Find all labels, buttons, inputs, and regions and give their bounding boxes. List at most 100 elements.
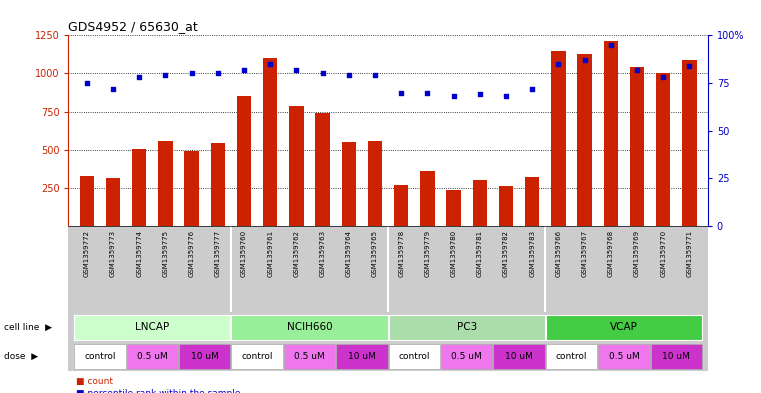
Bar xyxy=(498,186,513,226)
Point xyxy=(552,61,565,67)
Text: control: control xyxy=(241,352,273,361)
Text: GSM1359776: GSM1359776 xyxy=(189,230,195,277)
Text: GSM1359765: GSM1359765 xyxy=(372,230,378,277)
Text: GSM1359767: GSM1359767 xyxy=(581,230,587,277)
Bar xyxy=(289,105,304,226)
Bar xyxy=(80,176,94,226)
Text: GSM1359771: GSM1359771 xyxy=(686,230,693,277)
Text: GSM1359774: GSM1359774 xyxy=(136,230,142,277)
Bar xyxy=(231,315,387,340)
Bar xyxy=(75,315,231,340)
Point xyxy=(291,66,303,73)
Text: GSM1359772: GSM1359772 xyxy=(84,230,90,277)
Text: ■ count: ■ count xyxy=(76,377,113,386)
Bar xyxy=(525,177,540,226)
Text: GSM1359760: GSM1359760 xyxy=(241,230,247,277)
Bar xyxy=(315,113,330,226)
Point xyxy=(578,57,591,63)
Bar xyxy=(546,315,702,340)
Text: ■ percentile rank within the sample: ■ percentile rank within the sample xyxy=(76,389,240,393)
Bar xyxy=(237,95,251,226)
Point xyxy=(422,90,434,96)
Text: GSM1359769: GSM1359769 xyxy=(634,230,640,277)
Bar xyxy=(546,344,597,369)
Text: control: control xyxy=(556,352,587,361)
Text: 10 uM: 10 uM xyxy=(662,352,690,361)
Bar xyxy=(211,143,225,226)
Text: PC3: PC3 xyxy=(457,322,477,332)
Text: GSM1359778: GSM1359778 xyxy=(398,230,404,277)
Text: GSM1359766: GSM1359766 xyxy=(556,230,562,277)
Text: GSM1359773: GSM1359773 xyxy=(110,230,116,277)
Text: GSM1359777: GSM1359777 xyxy=(215,230,221,277)
Point xyxy=(473,91,486,97)
Text: GSM1359763: GSM1359763 xyxy=(320,230,326,277)
Point xyxy=(631,66,643,73)
Bar xyxy=(603,42,618,226)
Point xyxy=(81,80,93,86)
Point xyxy=(500,93,512,99)
Point xyxy=(238,66,250,73)
Bar xyxy=(651,344,702,369)
Text: dose  ▶: dose ▶ xyxy=(4,352,38,361)
Point xyxy=(133,74,145,81)
Bar xyxy=(158,141,173,226)
Point xyxy=(212,70,224,77)
Point xyxy=(447,93,460,99)
Bar xyxy=(389,315,545,340)
Text: VCAP: VCAP xyxy=(610,322,638,332)
Text: GSM1359783: GSM1359783 xyxy=(529,230,535,277)
Bar xyxy=(630,67,645,226)
Bar xyxy=(656,73,670,226)
Point xyxy=(159,72,171,79)
Bar xyxy=(493,344,545,369)
Bar xyxy=(441,344,492,369)
Text: GSM1359762: GSM1359762 xyxy=(294,230,299,277)
Text: LNCAP: LNCAP xyxy=(135,322,170,332)
Text: 10 uM: 10 uM xyxy=(348,352,376,361)
Text: GSM1359780: GSM1359780 xyxy=(451,230,457,277)
Text: GSM1359775: GSM1359775 xyxy=(162,230,168,277)
Bar xyxy=(263,58,278,226)
Text: GSM1359779: GSM1359779 xyxy=(425,230,431,277)
Point xyxy=(342,72,355,79)
Bar xyxy=(231,344,283,369)
Bar xyxy=(106,178,120,226)
Point xyxy=(605,42,617,48)
Text: 0.5 uM: 0.5 uM xyxy=(137,352,167,361)
Bar xyxy=(126,344,178,369)
Bar xyxy=(132,149,146,226)
Bar xyxy=(447,190,461,226)
Bar xyxy=(179,344,231,369)
Text: 0.5 uM: 0.5 uM xyxy=(451,352,482,361)
Bar xyxy=(394,185,409,226)
Bar xyxy=(284,344,335,369)
Text: GSM1359761: GSM1359761 xyxy=(267,230,273,277)
Point xyxy=(526,86,538,92)
Point xyxy=(186,70,198,77)
Text: GSM1359770: GSM1359770 xyxy=(661,230,666,277)
Text: NCIH660: NCIH660 xyxy=(287,322,333,332)
Bar xyxy=(389,344,440,369)
Point xyxy=(657,74,669,81)
Text: control: control xyxy=(399,352,430,361)
Text: GSM1359768: GSM1359768 xyxy=(608,230,614,277)
Bar xyxy=(473,180,487,226)
Point xyxy=(395,90,407,96)
Bar xyxy=(342,142,356,226)
Point xyxy=(369,72,381,79)
Text: 0.5 uM: 0.5 uM xyxy=(295,352,325,361)
Bar xyxy=(682,60,696,226)
Bar xyxy=(578,54,592,226)
Text: cell line  ▶: cell line ▶ xyxy=(4,323,52,332)
Bar xyxy=(336,344,387,369)
Bar xyxy=(184,151,199,226)
Bar xyxy=(368,141,382,226)
Text: 0.5 uM: 0.5 uM xyxy=(609,352,639,361)
Bar xyxy=(551,51,565,226)
Bar xyxy=(598,344,650,369)
Text: GSM1359764: GSM1359764 xyxy=(345,230,352,277)
Text: 10 uM: 10 uM xyxy=(191,352,218,361)
Bar xyxy=(75,344,126,369)
Text: GSM1359782: GSM1359782 xyxy=(503,230,509,277)
